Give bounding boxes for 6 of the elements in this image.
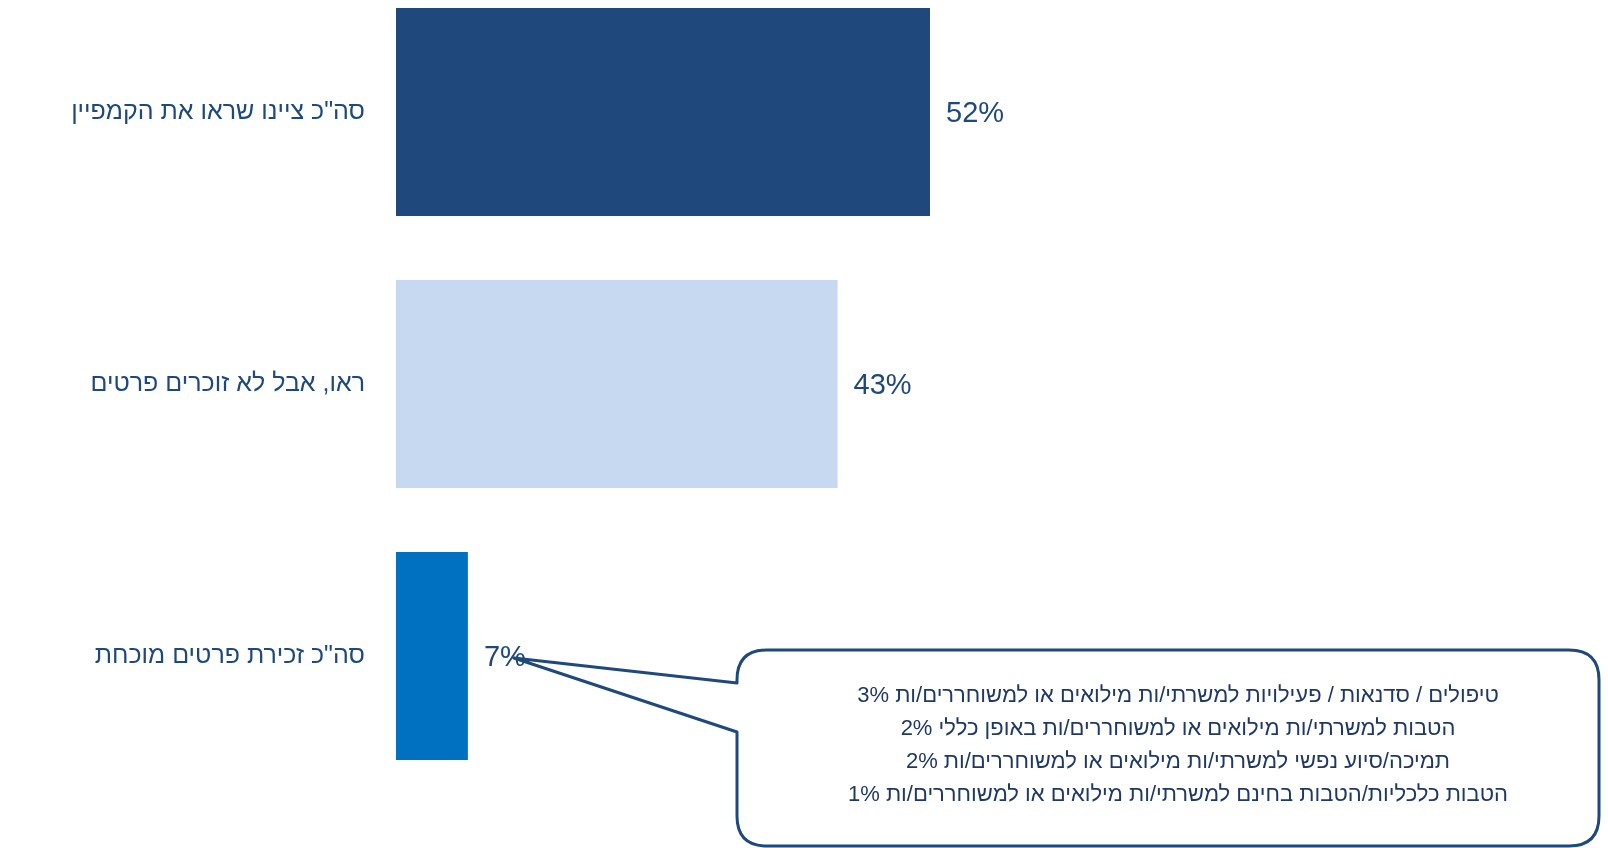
annotation: טיפולים / סדנאות / פעילויות למשרתי/ות מילואים או למשוחררים/ות 3% הטבות למשרתי/ות מילואים או למשוחררים/ות באופן כללי 2% תמיכה/סיוע נפשי למשרתי/ות מילואים או למשוחררים/ות 2% הטבות כלכליות/הטבות בחינם למשרתי/ות מילואים או למשוחררים/ות 1%: [847, 682, 1509, 806]
y-tick-label: סה"כ ציינו שראו את הקמפיין: [71, 95, 365, 124]
data-label: 52%: [946, 95, 1005, 128]
y-tick-label: סה"כ זכירת פרטים מוכחת: [94, 639, 365, 668]
data-label: 43%: [853, 367, 912, 400]
y-tick-label: ראו, אבל לא זוכרים פרטים: [90, 367, 365, 396]
